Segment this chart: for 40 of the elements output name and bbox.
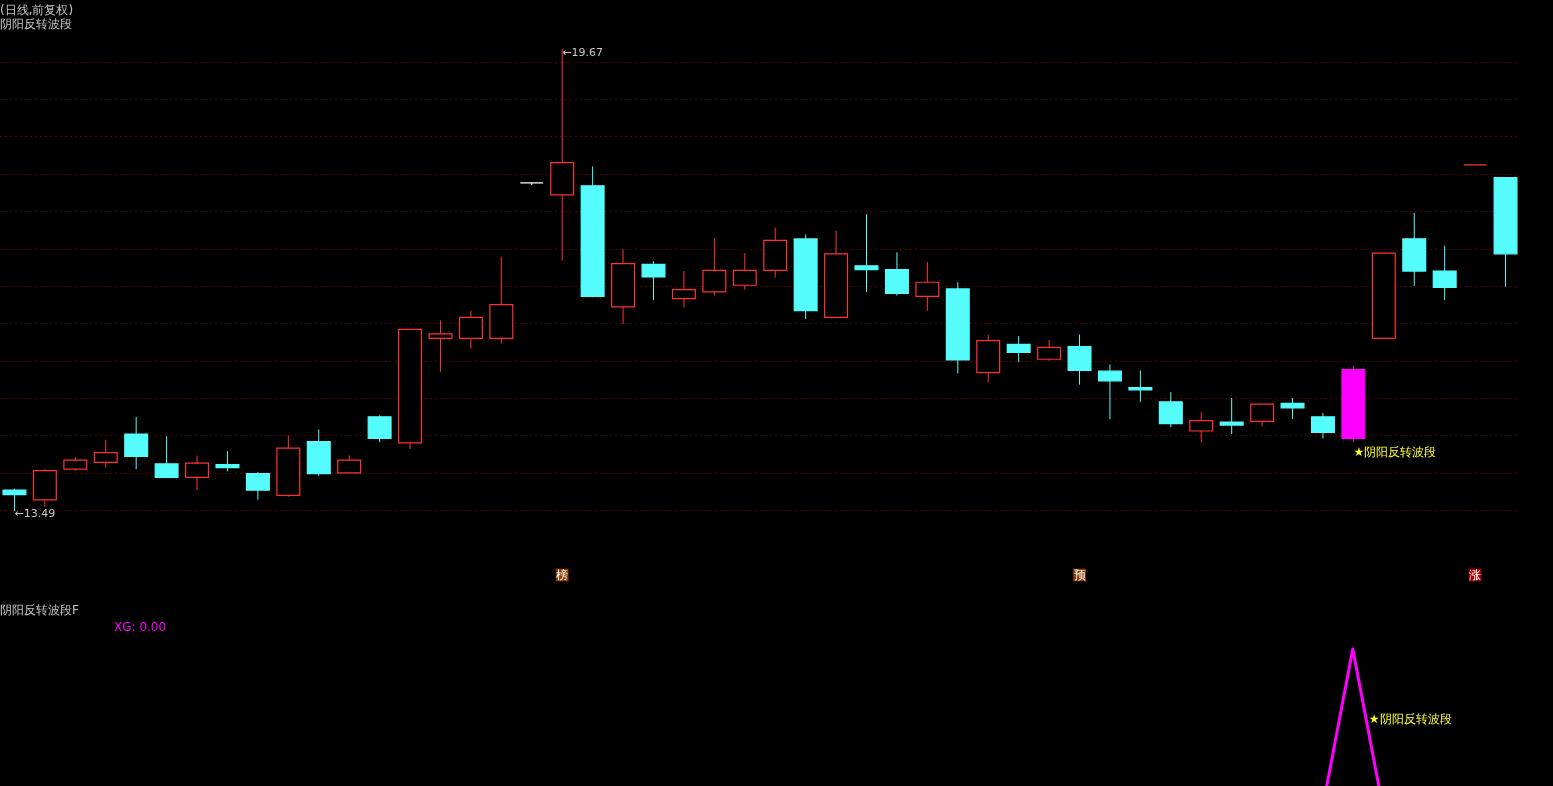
- candlestick: [884, 251, 909, 297]
- text: 涨: [1469, 568, 1482, 582]
- candlestick: [185, 455, 210, 491]
- candlestick: [702, 237, 727, 297]
- candlestick: [671, 270, 696, 309]
- candlestick: [1432, 245, 1457, 301]
- chart-title: (日线,前复权): [0, 3, 74, 17]
- candlestick: [915, 261, 940, 312]
- annotation: ←13.49: [14, 507, 56, 520]
- candlestick: [93, 439, 118, 469]
- candlestick: [458, 310, 483, 350]
- text: 榜: [556, 568, 569, 582]
- candlestick: [1219, 397, 1244, 435]
- candlestick: [519, 182, 544, 186]
- candlestick: [1250, 403, 1275, 428]
- candlestick: [1280, 397, 1305, 420]
- chart-title: 阴阳反转波段F: [0, 603, 79, 617]
- annotation: ★阴阳反转波段: [1353, 445, 1437, 460]
- candlestick: [1006, 335, 1031, 363]
- candlestick: [124, 416, 149, 470]
- chart-subtitle: 阴阳反转波段: [0, 17, 72, 31]
- candlestick: [367, 414, 392, 443]
- candlestick: [732, 252, 757, 291]
- annotation: ←19.67: [562, 46, 603, 59]
- candlestick: [854, 213, 879, 293]
- candlestick: [1067, 334, 1092, 386]
- candlestick: [1189, 411, 1214, 443]
- candlestick: [641, 260, 666, 301]
- text: 预: [1073, 568, 1086, 582]
- candlestick: [154, 435, 179, 478]
- candlestick: [1037, 339, 1062, 362]
- candlestick: [1158, 391, 1183, 428]
- annotation: ★阴阳反转波段: [1368, 712, 1452, 726]
- candlestick: [1128, 369, 1153, 403]
- candlestick: [1310, 412, 1335, 439]
- candlestick: [245, 471, 270, 501]
- text: XG: 0.00: [114, 620, 167, 634]
- candlestick: [1097, 363, 1122, 420]
- candlestick: [428, 319, 453, 373]
- candlestick: [215, 450, 240, 472]
